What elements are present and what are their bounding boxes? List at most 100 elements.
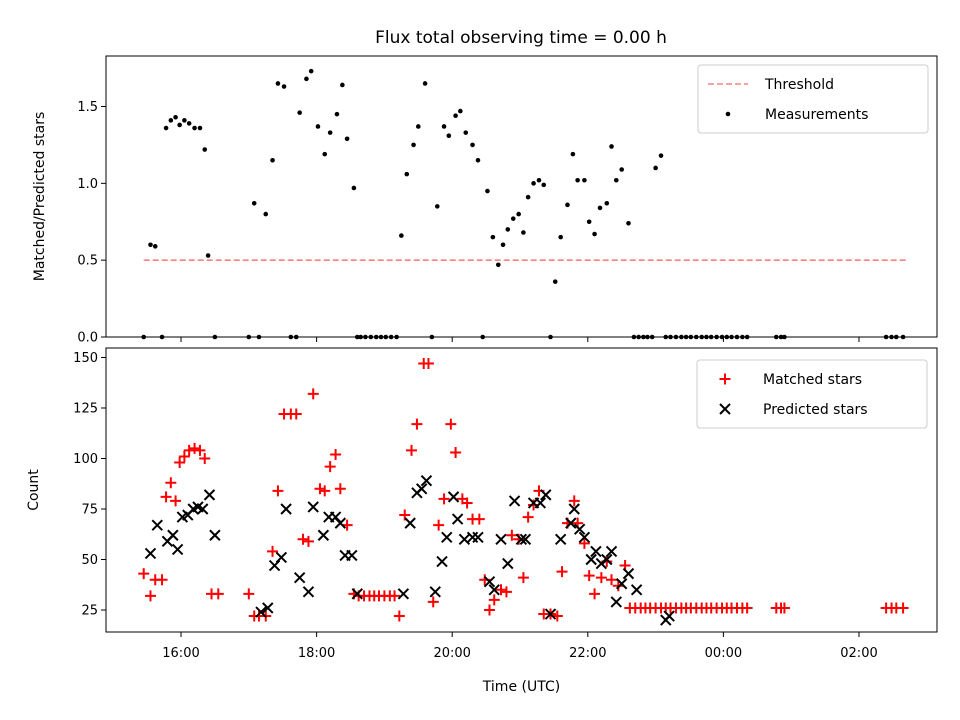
- measurement-point: [704, 334, 709, 340]
- top-panel-frame: [105, 55, 938, 338]
- measurement-point: [197, 125, 203, 131]
- predicted-star-point: [565, 517, 577, 529]
- measurement-point: [673, 334, 679, 340]
- predicted-star-point: [663, 610, 675, 622]
- measurement-point: [441, 124, 447, 129]
- predicted-star-point: [415, 483, 428, 495]
- matched-star-point: [500, 586, 512, 598]
- predicted-star-point: [554, 533, 567, 546]
- measurement-point: [740, 334, 745, 340]
- measurement-point: [649, 334, 655, 340]
- predicted-star-point: [397, 588, 410, 600]
- top-ytick-label: 1.0: [77, 177, 98, 192]
- top-ytick-label: 0.5: [77, 254, 98, 269]
- matched-star-point: [556, 566, 568, 578]
- predicted-star-point: [151, 519, 163, 531]
- measurement-point: [679, 334, 684, 340]
- predicted-star-point: [568, 503, 580, 515]
- measurement-point: [354, 334, 360, 340]
- predicted-star-point: [351, 588, 363, 600]
- matched-star-point: [324, 461, 336, 473]
- measurement-point: [263, 211, 269, 217]
- measurement-point: [458, 108, 463, 114]
- matched-star-point: [160, 491, 172, 503]
- predicted-star-point: [540, 489, 552, 501]
- measurement-point: [531, 181, 536, 186]
- matched-star-point: [578, 537, 590, 549]
- matched-star-point: [778, 602, 790, 614]
- measurement-point: [619, 167, 624, 172]
- top-legend: Threshold Measurements: [697, 64, 929, 134]
- top-ytick-label: 1.5: [77, 100, 98, 115]
- matched-star-point: [450, 446, 462, 458]
- matched-star-point: [427, 596, 439, 608]
- matched-star-point: [438, 493, 450, 505]
- measurement-point: [719, 334, 725, 340]
- measurement-point: [744, 334, 750, 340]
- matched-star-point: [517, 572, 529, 584]
- measurement-point: [653, 165, 658, 171]
- top-panel: 0.0 0.5 1.0 1.5 Matched/Predicted stars Thres…: [32, 55, 938, 346]
- matched-star-point: [302, 535, 314, 547]
- measurement-point: [288, 334, 294, 340]
- matched-star-point: [334, 483, 346, 495]
- bottom-xlabel: Time (UTC): [482, 679, 560, 695]
- measurement-point: [422, 81, 428, 86]
- measurement-point: [256, 334, 262, 340]
- measurement-point: [388, 334, 394, 340]
- top-ylabel: Matched/Predicted stars: [32, 112, 48, 282]
- measurement-point: [714, 334, 719, 340]
- predicted-star-point: [610, 596, 622, 608]
- bottom-ytick-label: 100: [73, 452, 98, 467]
- measurement-point: [641, 334, 646, 340]
- predicted-star-point: [483, 576, 496, 588]
- measurement-point: [597, 205, 603, 211]
- legend-measurement-handle: [725, 111, 731, 117]
- measurement-point: [592, 231, 597, 237]
- measurement-point: [246, 334, 252, 340]
- measurement-point: [490, 234, 496, 240]
- predicted-star-point: [275, 551, 288, 564]
- measurement-point: [275, 81, 281, 86]
- legend-matched-handle: [719, 373, 731, 385]
- legend-measurement-label: Measurements: [765, 107, 868, 123]
- matched-star-point: [461, 497, 473, 509]
- predicted-star-point: [346, 549, 358, 562]
- matched-star-point: [606, 574, 618, 586]
- bottom-legend: Matched stars Predicted stars: [696, 359, 928, 429]
- measurement-point: [293, 334, 299, 340]
- matched-star-point: [314, 483, 326, 495]
- measurement-point: [327, 130, 333, 135]
- measurement-point: [883, 334, 889, 340]
- bottom-xtick-label: 22:00: [569, 646, 606, 661]
- measurement-point: [658, 153, 664, 158]
- predicted-star-point: [334, 517, 347, 529]
- measurement-point: [688, 334, 694, 340]
- matched-star-point: [165, 477, 177, 489]
- measurement-point: [582, 177, 587, 183]
- predicted-star-point: [615, 578, 628, 590]
- matched-star-point: [422, 358, 434, 370]
- matched-star-point: [183, 444, 195, 456]
- bottom-ytick-label: 50: [81, 553, 98, 568]
- legend-predicted-label: Predicted stars: [763, 402, 868, 418]
- measurement-point: [693, 334, 699, 340]
- predicted-star-point: [429, 586, 441, 598]
- measurement-point: [510, 216, 516, 221]
- predicted-star-point: [630, 584, 643, 596]
- matched-star-point: [319, 485, 331, 497]
- measurement-point: [500, 242, 506, 248]
- predicted-star-point: [515, 533, 528, 546]
- matched-star-point: [267, 545, 279, 557]
- measurement-point: [383, 334, 389, 340]
- measurement-point: [480, 334, 486, 340]
- measurement-point: [541, 182, 547, 188]
- predicted-star-point: [420, 475, 433, 487]
- measurement-point: [663, 334, 669, 340]
- matched-star-point: [595, 572, 607, 584]
- measurement-point: [446, 133, 452, 138]
- measurement-point: [340, 82, 345, 88]
- measurement-point: [729, 334, 734, 340]
- measurement-point: [505, 227, 511, 232]
- bottom-legend-box: [696, 359, 928, 429]
